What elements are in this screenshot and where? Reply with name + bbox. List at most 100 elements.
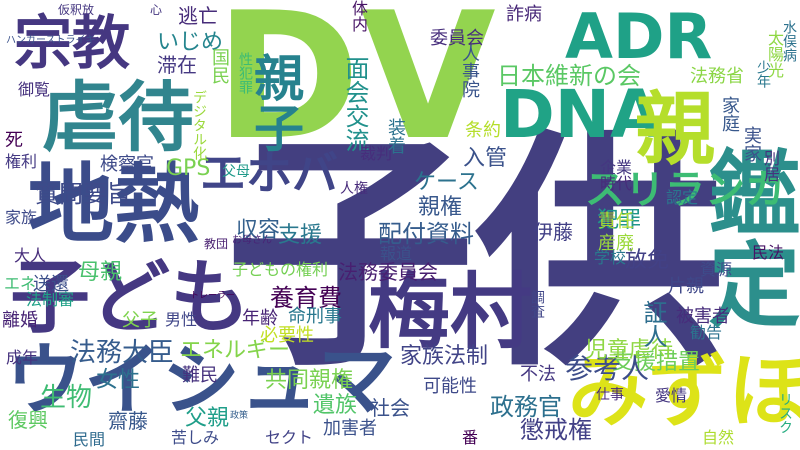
word-kodomo-kyo: 子供 xyxy=(225,109,725,400)
word-kodomo: 子ども xyxy=(10,251,250,344)
word-shakai: 社会 xyxy=(370,396,410,420)
word-hitsuyosei: 必要性 xyxy=(260,325,314,346)
word-sabyo: 詐病 xyxy=(506,4,542,25)
word-kagaisha: 加害者 xyxy=(323,418,377,439)
word-fushi: 父子 xyxy=(122,310,158,331)
word-taizai: 滞在 xyxy=(157,53,197,77)
word-srilanka: スリランカ xyxy=(585,167,785,213)
word-meikeiji: 命刑事 xyxy=(288,306,342,327)
word-tainai: 体内 xyxy=(349,0,368,32)
word-shien-sochi: 支援措置 xyxy=(612,350,701,375)
word-dna: DNA xyxy=(500,76,662,153)
word-kazoku-hosei: 家族法制 xyxy=(400,344,489,369)
word-dansei: 男性 xyxy=(165,310,198,329)
word-shizen: 自然 xyxy=(702,428,735,447)
word-ene: エネ xyxy=(4,274,37,293)
word-gyakutai: 虐待 xyxy=(42,73,194,162)
word-ito: 伊藤 xyxy=(533,220,573,244)
word-kodomo-no-kenri: 子どもの権利 xyxy=(232,260,329,279)
word-umemura: 梅村 xyxy=(368,265,533,360)
word-nenrei: 年齢 xyxy=(242,308,278,329)
word-fubo: 父母 xyxy=(222,164,250,180)
word-shonen: 少年 xyxy=(755,60,771,88)
word-kenri: 権利 xyxy=(5,152,38,171)
word-ehoba: エホバ xyxy=(200,146,338,200)
word-chinetsu: 地熱 xyxy=(28,155,200,255)
word-trailer: トレーラー xyxy=(190,291,236,301)
word-sankounin: 参考人 xyxy=(565,352,650,385)
word-ijime: いじめ xyxy=(157,30,224,55)
word-shinken: 親権 xyxy=(418,195,463,220)
word-homu-daijin: 法務大臣 xyxy=(70,338,175,368)
word-iinkai: 委員会 xyxy=(430,28,484,49)
word-haifu-shiryo: 配付資料 xyxy=(378,220,474,248)
word-shien: 支援 xyxy=(278,223,323,248)
word-hahaoya: 母親 xyxy=(78,260,123,285)
word-seibutsu: 生物 xyxy=(40,383,93,413)
word-seinen: 成年 xyxy=(6,348,39,367)
word-shuyo: 収容 xyxy=(236,218,281,243)
word-karishakuho: 仮釈放 xyxy=(58,3,95,17)
word-tobo: 逃亡 xyxy=(178,4,218,28)
word-kankoku: 勧告 xyxy=(690,323,723,342)
word-sekuto: セクト xyxy=(265,428,314,447)
word-shitsumon-yoshi: 質問要旨 xyxy=(35,180,131,208)
word-homen: 放免 xyxy=(625,248,670,273)
word-joyaku: 条約 xyxy=(465,120,501,141)
word-josei: 女性 xyxy=(96,368,141,393)
word-wishuma: ウイシュマ xyxy=(6,336,397,426)
word-yoikuhi: 養育費 xyxy=(270,284,342,312)
word-dv: DV xyxy=(215,0,496,179)
word-shigen: 資源 xyxy=(700,260,733,279)
word-mizuho: みずほ xyxy=(568,345,800,438)
word-nihon-ishin: 日本維新の会 xyxy=(497,62,641,90)
word-sokan: 送還 xyxy=(33,274,69,295)
word-taiyoko: 太陽光 xyxy=(765,30,784,78)
word-goran: 御覧 xyxy=(18,80,51,99)
word-homusho: 法務省 xyxy=(690,66,744,87)
word-oya: 親 xyxy=(635,83,715,176)
word-shonin: 証人 xyxy=(639,300,667,348)
word-jidai: 時代 xyxy=(600,174,633,193)
word-seisaku: 政策 xyxy=(230,411,249,421)
word-sekinin: 責任 xyxy=(598,211,634,232)
word-minamatabyo: 水俣病 xyxy=(781,20,797,62)
word-minpo: 民法 xyxy=(752,243,785,262)
word-fukko: 復興 xyxy=(8,408,48,432)
word-ban: 番 xyxy=(462,428,479,447)
word-katei: 家庭 xyxy=(719,96,740,132)
word-kokumin: 国民 xyxy=(209,48,230,84)
word-shi: 死 xyxy=(5,130,23,151)
word-shigoto: 仕事 xyxy=(596,387,624,403)
word-enerugi: エネルギー xyxy=(180,338,291,363)
word-kigyo: 企業 xyxy=(600,158,633,177)
word-okasan: お母さん xyxy=(232,235,272,246)
word-hoseishin: 法制審 xyxy=(26,290,75,309)
word-digital: デジタル化 xyxy=(191,90,207,160)
word-nintei: 認定 xyxy=(666,188,699,207)
word-choukaiken: 懲戒権 xyxy=(520,416,592,444)
word-kokoro: 心 xyxy=(150,3,163,17)
word-saito: 齋藤 xyxy=(108,409,148,433)
word-rikon: 離婚 xyxy=(2,310,38,331)
word-seimukan: 政務官 xyxy=(490,393,562,421)
word-gps: GPS xyxy=(166,156,211,181)
word-kensatsukan: 検察官 xyxy=(100,154,154,175)
word-aijo: 愛情 xyxy=(655,386,688,405)
word-hodo: 報道 xyxy=(380,244,413,263)
word-seihanzai: 性犯罪 xyxy=(237,52,253,94)
word-hunger-strike: ハンガーストライキ xyxy=(6,35,96,46)
word-chosa: 調査 xyxy=(529,290,545,318)
word-jikka: 実家 xyxy=(741,126,762,162)
word-bekkyo: 別居 xyxy=(761,150,780,182)
word-kataoya: 片親 xyxy=(668,276,704,297)
word-kantei: 鑑定 xyxy=(693,145,800,329)
word-hanzai: 犯罪 xyxy=(597,208,642,233)
word-sochaku: 装着 xyxy=(385,118,406,154)
word-kyodan: 教団 xyxy=(204,237,229,251)
word-izoku: 遺族 xyxy=(313,393,358,418)
word-menkai-koryu: 面会交流 xyxy=(341,56,369,152)
word-nanmin: 難民 xyxy=(182,365,218,386)
word-kyodo-shinken: 共同親権 xyxy=(265,368,354,393)
